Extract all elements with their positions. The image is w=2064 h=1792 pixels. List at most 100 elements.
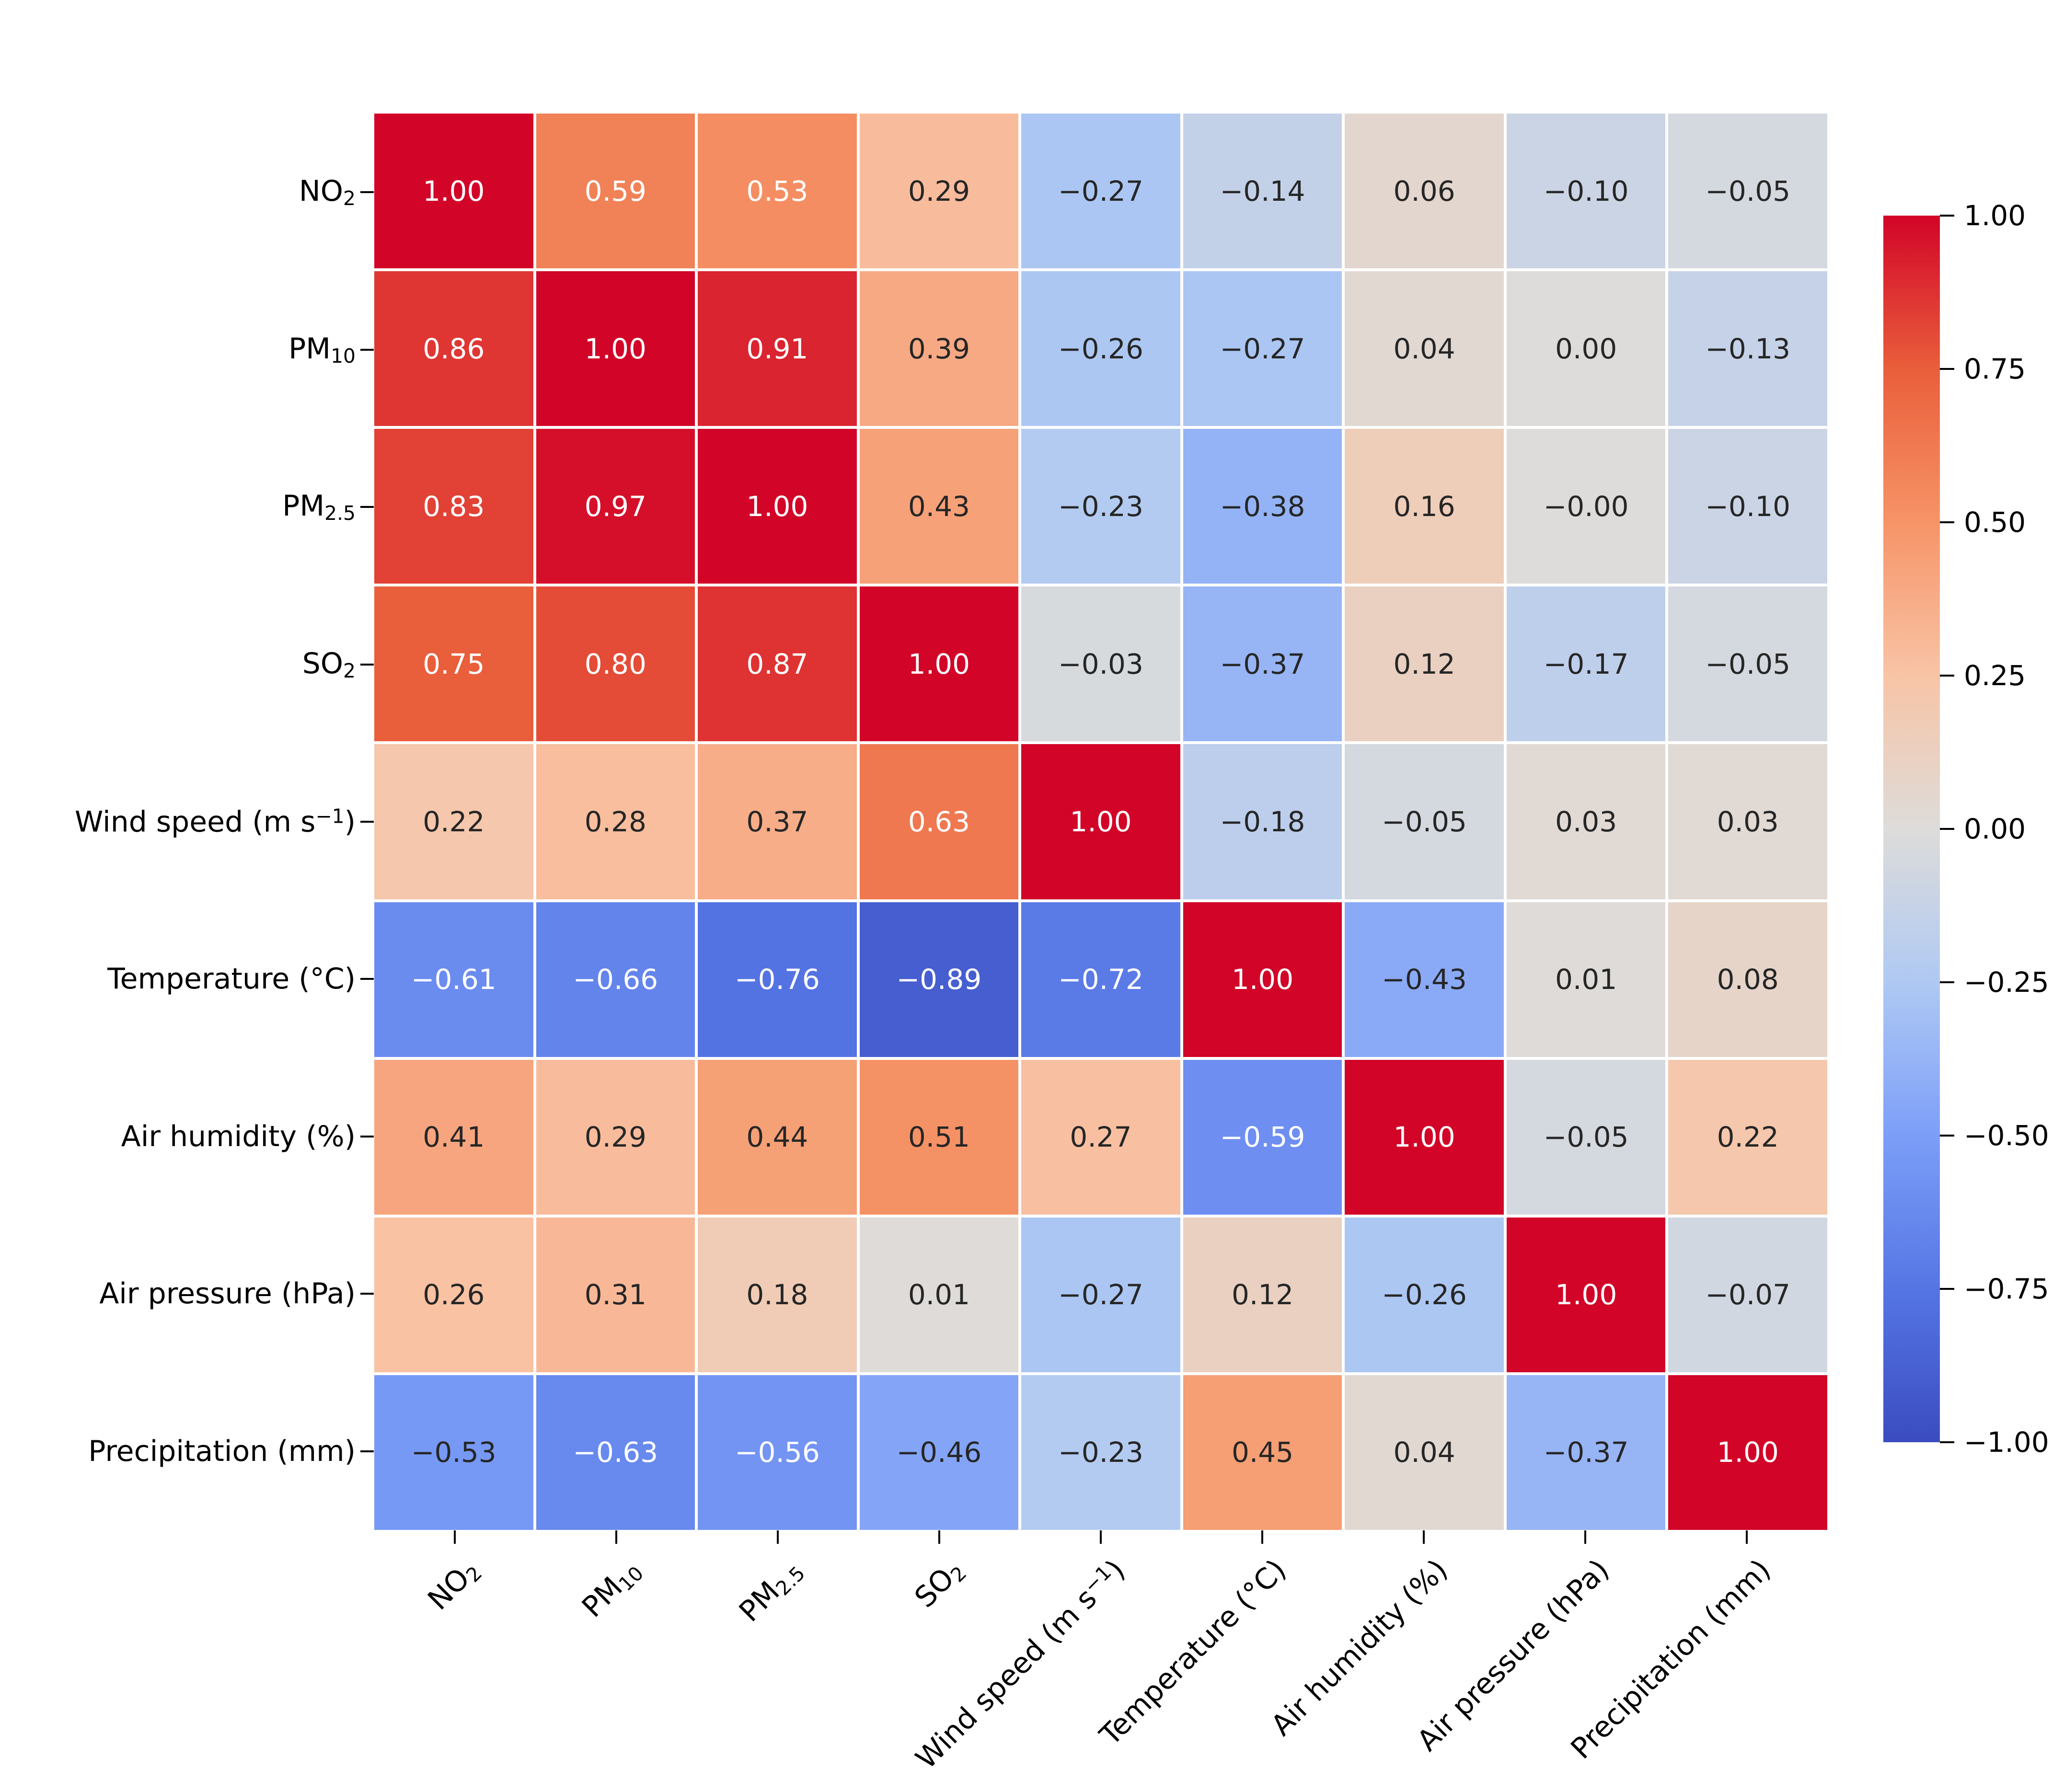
heatmap-cell: −0.05	[1506, 1059, 1666, 1215]
heatmap-cell: 0.29	[536, 1059, 695, 1215]
y-axis-tick	[360, 1450, 374, 1452]
x-axis-tick	[938, 1530, 941, 1544]
colorbar	[1883, 216, 1940, 1442]
heatmap-cell: −0.27	[1021, 1217, 1180, 1372]
colorbar-tick	[1940, 521, 1954, 523]
heatmap-cell: 1.00	[1506, 1217, 1666, 1372]
heatmap-cell: 0.51	[859, 1059, 1019, 1215]
heatmap-cell: −0.61	[374, 902, 533, 1057]
heatmap-cell: 0.01	[859, 1217, 1019, 1372]
heatmap: 1.00 0.59 0.53 0.29 −0.27 −0.14 0.06 −0.10 −0.05…	[374, 114, 1827, 1530]
y-axis-label: PM2.5	[0, 489, 356, 525]
heatmap-cell: 0.03	[1668, 744, 1827, 899]
heatmap-cell: −0.59	[1183, 1059, 1342, 1215]
colorbar-tick	[1940, 215, 1954, 217]
heatmap-cell: −0.07	[1668, 1217, 1827, 1372]
heatmap-cell: 0.04	[1345, 1375, 1504, 1530]
y-axis-label: Temperature (°C)	[0, 962, 356, 996]
heatmap-cell: 0.04	[1345, 271, 1504, 426]
y-axis-label: NO2	[0, 174, 356, 210]
heatmap-cell: 0.12	[1183, 1217, 1342, 1372]
x-axis-label: PM10	[149, 1553, 648, 1792]
axis-label-segment: 2	[343, 187, 356, 210]
heatmap-cell: 0.53	[698, 114, 857, 269]
x-axis-label: NO2	[0, 1553, 487, 1792]
heatmap-cell: −0.27	[1021, 114, 1180, 269]
heatmap-cell: 0.26	[374, 1217, 533, 1372]
heatmap-cell: 0.39	[859, 271, 1019, 426]
heatmap-cell: 0.08	[1668, 902, 1827, 1057]
heatmap-cell: 0.03	[1506, 744, 1666, 899]
heatmap-cell: −0.27	[1183, 271, 1342, 426]
y-axis-tick	[360, 191, 374, 194]
heatmap-cell: −0.37	[1183, 586, 1342, 742]
heatmap-cell: −0.26	[1345, 1217, 1504, 1372]
y-axis-tick	[360, 1135, 374, 1137]
y-axis-tick	[360, 978, 374, 980]
axis-label-segment: SO	[302, 646, 344, 680]
colorbar-tick-label: −0.25	[1964, 966, 2049, 999]
x-axis-tick	[615, 1530, 618, 1544]
heatmap-cell: 1.00	[698, 429, 857, 584]
heatmap-cell: 0.41	[374, 1059, 533, 1215]
heatmap-cell: −0.26	[1021, 271, 1180, 426]
y-axis-tick	[360, 821, 374, 823]
heatmap-cell: 1.00	[1183, 902, 1342, 1057]
axis-label-segment: PM	[288, 332, 331, 366]
colorbar-tick-label: −0.75	[1964, 1273, 2049, 1305]
heatmap-cell: 1.00	[536, 271, 695, 426]
x-axis-tick	[1261, 1530, 1263, 1544]
heatmap-cell: 0.80	[536, 586, 695, 742]
heatmap-cell: −0.18	[1183, 744, 1342, 899]
heatmap-cell: −0.37	[1506, 1375, 1666, 1530]
colorbar-tick	[1940, 368, 1954, 370]
axis-label-segment: PM	[282, 489, 325, 523]
x-axis-tick	[454, 1530, 456, 1544]
x-axis-tick	[777, 1530, 779, 1544]
heatmap-cell: 0.00	[1506, 271, 1666, 426]
y-axis-label: PM10	[0, 332, 356, 368]
heatmap-cell: −0.23	[1021, 1375, 1180, 1530]
y-axis-label: Air pressure (hPa)	[0, 1277, 356, 1310]
y-axis-label: Air humidity (%)	[0, 1120, 356, 1153]
y-axis-label: SO2	[0, 647, 356, 682]
colorbar-tick-label: −0.50	[1964, 1119, 2049, 1152]
heatmap-cell: 0.44	[698, 1059, 857, 1215]
heatmap-cell: −0.17	[1506, 586, 1666, 742]
heatmap-cell: −0.10	[1506, 114, 1666, 269]
heatmap-cell: −0.66	[536, 902, 695, 1057]
axis-label-segment: 2	[343, 659, 356, 682]
heatmap-cell: 0.29	[859, 114, 1019, 269]
heatmap-cell: −0.89	[859, 902, 1019, 1057]
colorbar-tick-label: 0.50	[1964, 506, 2026, 539]
y-axis-tick	[360, 663, 374, 666]
axis-label-segment: 10	[331, 344, 356, 368]
x-axis-tick	[1584, 1530, 1586, 1544]
colorbar-tick-label: 0.25	[1964, 659, 2026, 692]
heatmap-cell: −0.13	[1668, 271, 1827, 426]
heatmap-cell: 0.12	[1345, 586, 1504, 742]
colorbar-tick-label: −1.00	[1964, 1426, 2049, 1459]
heatmap-cell: 0.63	[859, 744, 1019, 899]
heatmap-cell: 0.87	[698, 586, 857, 742]
axis-label-segment: Air pressure (hPa)	[99, 1277, 356, 1311]
x-axis-tick	[1745, 1530, 1748, 1544]
colorbar-tick-label: 0.75	[1964, 353, 2026, 385]
heatmap-cell: 1.00	[1668, 1375, 1827, 1530]
heatmap-cell: 0.27	[1021, 1059, 1180, 1215]
heatmap-cell: −0.76	[698, 902, 857, 1057]
axis-label-segment: Precipitation (mm)	[88, 1434, 356, 1468]
x-axis-tick	[1100, 1530, 1102, 1544]
heatmap-cell: 1.00	[1021, 744, 1180, 899]
heatmap-cell: −0.63	[536, 1375, 695, 1530]
heatmap-cell: 0.59	[536, 114, 695, 269]
heatmap-cell: 1.00	[859, 586, 1019, 742]
heatmap-cell: −0.05	[1668, 586, 1827, 742]
heatmap-cell: 0.37	[698, 744, 857, 899]
heatmap-cell: 0.86	[374, 271, 533, 426]
heatmap-cell: −0.10	[1668, 429, 1827, 584]
colorbar-tick	[1940, 675, 1954, 677]
heatmap-cell: −0.14	[1183, 114, 1342, 269]
colorbar-tick	[1940, 828, 1954, 830]
heatmap-cell: −0.53	[374, 1375, 533, 1530]
